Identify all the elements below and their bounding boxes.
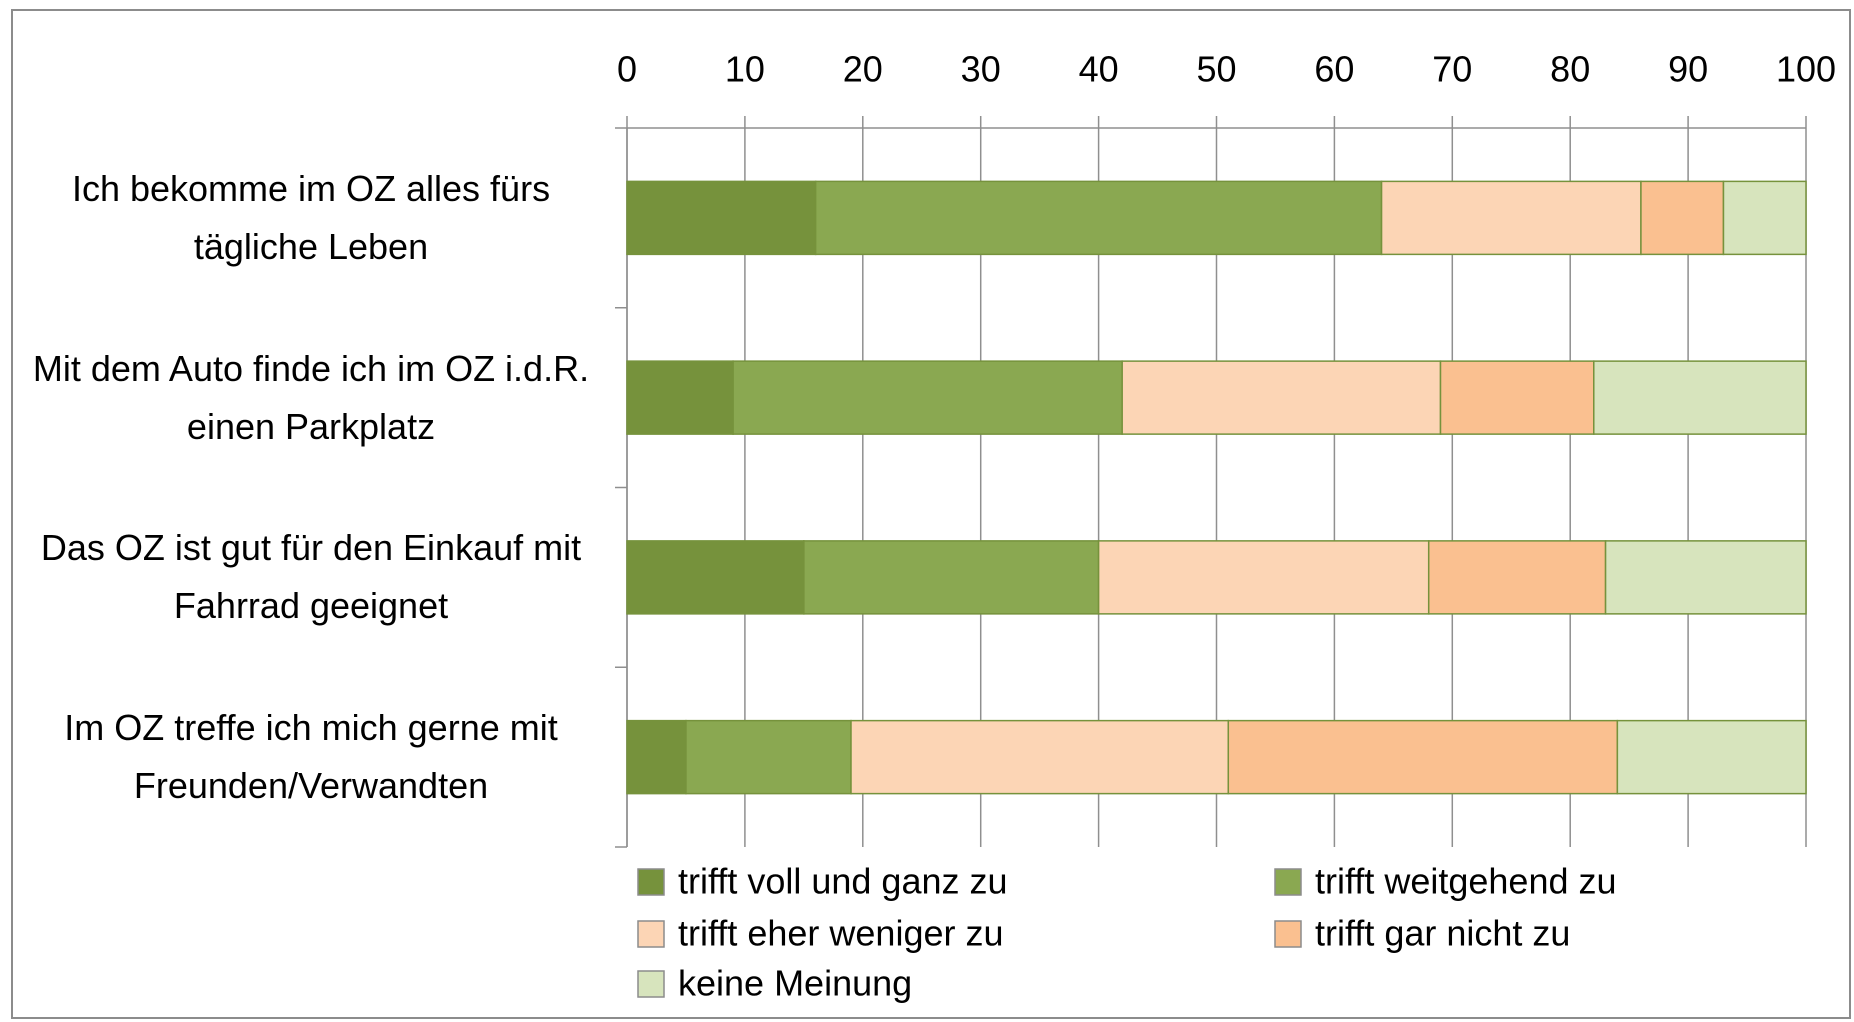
- legend-swatch: [637, 868, 665, 896]
- x-tick-label: 10: [725, 49, 765, 90]
- y-tick-label: Das OZ ist gut für den Einkauf mit Fahrr…: [40, 527, 582, 627]
- chart-border: [11, 9, 1851, 1019]
- y-tick-label: Ich bekomme im OZ alles fürs tägliche Le…: [71, 167, 551, 267]
- bar-segment: [1227, 719, 1619, 795]
- bar-segment: [1604, 540, 1807, 615]
- y-tick-label: Im OZ treffe ich mich gerne mit Freunden…: [64, 707, 558, 807]
- legend-swatch: [637, 970, 665, 998]
- bar-segment: [814, 180, 1383, 256]
- legend-label: trifft gar nicht zu: [1315, 913, 1570, 954]
- bar-segment: [1593, 360, 1807, 435]
- bar-segment: [850, 719, 1230, 795]
- legend-swatch: [1274, 868, 1302, 896]
- x-tick-label: 40: [1079, 49, 1119, 90]
- bar-segment: [1616, 719, 1807, 795]
- legend-label: trifft voll und ganz zu: [678, 861, 1008, 902]
- legend-label: keine Meinung: [678, 963, 912, 1004]
- bar-segment: [1439, 360, 1595, 435]
- bar-segment: [732, 360, 1123, 435]
- bar-segment: [1722, 180, 1807, 256]
- x-tick-label: 80: [1550, 49, 1590, 90]
- x-tick-label: 30: [961, 49, 1001, 90]
- bar-segment: [1380, 180, 1642, 256]
- x-tick-label: 70: [1432, 49, 1472, 90]
- bar-segment: [626, 360, 734, 435]
- x-tick-label: 0: [617, 49, 637, 90]
- bar-segment: [685, 719, 852, 795]
- bar-segment: [1097, 540, 1430, 615]
- bar-segment: [626, 719, 687, 795]
- legend-swatch: [1274, 920, 1302, 948]
- x-tick-label: 60: [1314, 49, 1354, 90]
- legend-label: trifft eher weniger zu: [678, 913, 1004, 954]
- legend-swatch: [637, 920, 665, 948]
- y-tick-label: Mit dem Auto finde ich im OZ i.d.R. eine…: [32, 347, 590, 447]
- bar-segment: [1640, 180, 1725, 256]
- bar-segment: [626, 540, 805, 615]
- bar-segment: [626, 180, 817, 256]
- x-tick-label: 90: [1668, 49, 1708, 90]
- legend-label: trifft weitgehend zu: [1315, 861, 1617, 902]
- x-tick-label: 50: [1196, 49, 1236, 90]
- bar-segment: [1427, 540, 1607, 615]
- bar-segment: [803, 540, 1100, 615]
- x-tick-label: 100: [1776, 49, 1836, 90]
- bar-segment: [1121, 360, 1442, 435]
- x-tick-label: 20: [843, 49, 883, 90]
